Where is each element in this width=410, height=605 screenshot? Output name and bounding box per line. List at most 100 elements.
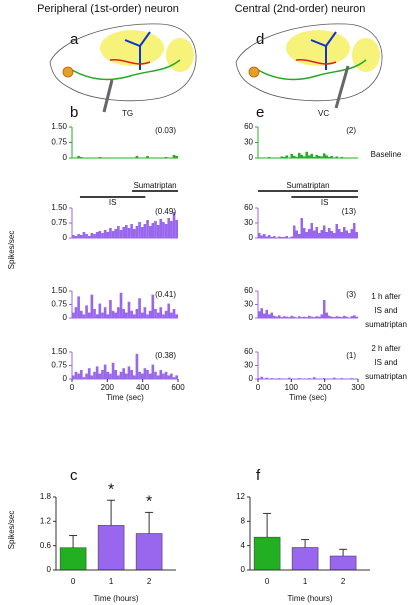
histogram-bar [172, 309, 176, 318]
y-tick-label: 0.75 [51, 138, 67, 147]
histogram-bar [151, 364, 155, 379]
x-tick-label: 100 [285, 383, 299, 392]
histogram-bar [162, 222, 165, 238]
row-label: 2 h after [371, 344, 401, 353]
histogram-bar [151, 294, 155, 318]
histogram-bar [114, 312, 118, 318]
histogram-bar [300, 154, 303, 158]
panel-label: d [256, 31, 264, 48]
x-tick-label: 1 [303, 577, 308, 586]
histogram-bar [132, 229, 136, 238]
histogram-bar [127, 228, 131, 238]
histogram-bar [340, 232, 343, 238]
histogram-bar [85, 373, 88, 379]
histogram-bar [90, 233, 94, 238]
histogram-bar [260, 308, 263, 318]
histogram-bar [310, 153, 313, 158]
histogram-bar [122, 227, 125, 238]
y-tick-label: 1.50 [51, 286, 67, 295]
y-tick-label: 1.8 [40, 492, 52, 501]
histogram-bar [330, 155, 333, 158]
annotation: (0.49) [155, 207, 176, 216]
histogram-bar [170, 373, 173, 379]
histogram-bar [338, 229, 341, 238]
histogram-bar [263, 313, 266, 318]
bar [329, 555, 357, 571]
histogram-bar [119, 230, 123, 238]
histogram-bar [315, 227, 318, 238]
histogram-bar [159, 219, 163, 238]
histogram-bar [146, 370, 149, 379]
histogram-bar [278, 315, 281, 318]
histogram-bar [117, 375, 120, 379]
histogram-bar [111, 310, 115, 318]
histogram-bar [93, 371, 96, 379]
histogram-bar [350, 316, 353, 318]
panel-label: b [70, 104, 78, 121]
histogram-bar [119, 371, 123, 379]
histogram-bar [138, 222, 141, 238]
histogram-bar [162, 314, 165, 318]
histogram-bar [109, 373, 112, 379]
x-tick-label: 200 [318, 383, 332, 392]
histogram-bar [143, 307, 147, 318]
histogram-bar [106, 371, 110, 379]
histogram-bar [303, 228, 306, 238]
histogram-bar [315, 154, 318, 158]
histogram-bar [333, 377, 336, 379]
histogram-bar [95, 314, 99, 318]
histogram-bar [335, 316, 338, 318]
histogram-bar [159, 307, 163, 318]
histogram-bar [132, 314, 136, 318]
histogram-bar [310, 316, 313, 318]
histogram-bar [340, 156, 343, 158]
histogram-bar [315, 316, 318, 318]
annotation: (0.41) [155, 290, 176, 299]
bar [253, 536, 281, 571]
x-axis-label: Time (hours) [93, 594, 138, 603]
histogram-bar [355, 316, 358, 318]
histogram-bar [109, 228, 112, 238]
histogram-bar [77, 234, 80, 238]
histogram-bar [154, 371, 157, 379]
histogram-bar [268, 235, 271, 238]
histogram-bar [106, 232, 110, 238]
histogram-bar [283, 156, 286, 158]
histogram-bar [98, 303, 102, 318]
row-label: 1 h after [371, 292, 401, 301]
histogram-bar [79, 370, 83, 379]
histogram-bar [148, 226, 152, 238]
histogram-bar [275, 316, 278, 318]
y-tick-label: 0 [47, 565, 52, 574]
histogram-bar [98, 373, 102, 379]
bar [135, 533, 163, 571]
histogram-bar [82, 377, 86, 379]
significance-mark: * [108, 481, 114, 498]
histogram-bar [87, 236, 91, 238]
histogram-bar [283, 316, 286, 318]
histogram-bar [333, 233, 336, 238]
panel-label: f [256, 467, 261, 484]
histogram-bar [130, 370, 133, 379]
histogram-bar [285, 236, 288, 238]
histogram-bar [172, 212, 176, 238]
histogram-bar [77, 373, 80, 379]
histogram-bar [170, 221, 173, 238]
histogram-bar [313, 230, 316, 238]
row-label: sumatriptan [365, 320, 407, 329]
y-tick-label: 8 [241, 516, 246, 525]
histogram-bar [148, 310, 152, 318]
annotation: (0.38) [155, 351, 176, 360]
histogram-bar [132, 375, 136, 379]
histogram-bar [323, 300, 326, 318]
histogram-bar [162, 373, 165, 379]
histogram-bar [303, 156, 306, 158]
histogram-bar [72, 312, 75, 318]
histogram-bar [164, 371, 168, 379]
histogram-bar [154, 221, 157, 238]
histogram-bar [353, 223, 356, 238]
histogram-bar [295, 230, 298, 238]
x-tick-label: 0 [256, 383, 261, 392]
histogram-bar [260, 235, 263, 238]
x-tick-label: 600 [171, 383, 185, 392]
